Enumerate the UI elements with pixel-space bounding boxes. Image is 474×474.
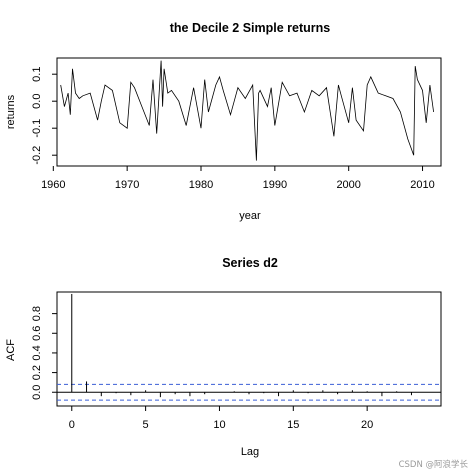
chart1-plot-frame — [56, 57, 442, 167]
watermark-text: CSDN @阿浪学长 — [398, 460, 468, 470]
chart1-x-tick-label: 1960 — [41, 179, 65, 191]
chart2-y-tick-label: 0.4 — [31, 345, 43, 360]
chart2-y-tick-label: 0.6 — [31, 326, 43, 341]
chart1-x-tick-label: 2010 — [410, 179, 434, 191]
chart2-title: Series d2 — [222, 256, 278, 270]
chart1-title: the Decile 2 Simple returns — [170, 21, 331, 35]
chart1-y-tick-label: 0.1 — [31, 67, 43, 82]
chart1-x-tick-label: 2000 — [336, 179, 360, 191]
chart2-x-label: Lag — [241, 446, 259, 458]
chart2-y-tick-label: 0.0 — [31, 385, 43, 400]
chart2-x-axis: 0 5 10 15 20 — [69, 406, 373, 431]
chart2-x-tick-label: 10 — [213, 419, 225, 431]
chart1-series — [60, 60, 434, 161]
chart1-x-tick-label: 1980 — [189, 179, 213, 191]
chart1-x-tick-label: 1990 — [263, 179, 287, 191]
chart1-x-label: year — [239, 210, 261, 222]
chart2-x-tick-label: 0 — [69, 419, 75, 431]
chart2-y-tick-label: 0.2 — [31, 365, 43, 380]
chart2-x-tick-label: 15 — [287, 419, 299, 431]
chart2-y-label: ACF — [5, 339, 17, 361]
chart2-plot-frame — [56, 291, 442, 407]
chart1-x-tick-label: 1970 — [115, 179, 139, 191]
chart1-y-tick-label: 0.0 — [31, 94, 43, 109]
chart1-series-line — [60, 60, 434, 161]
chart2-x-tick-label: 20 — [361, 419, 373, 431]
chart1-y-tick-label: -0.2 — [31, 146, 43, 165]
chart1-y-label: returns — [5, 94, 17, 129]
chart1-x-axis: 1960 1970 1980 1990 2000 2010 — [41, 166, 435, 191]
chart2-x-tick-label: 5 — [143, 419, 149, 431]
chart2-y-axis: 0.0 0.2 0.4 0.6 0.8 — [31, 306, 57, 400]
chart1-y-tick-label: -0.1 — [31, 119, 43, 138]
chart2-y-tick-label: 0.8 — [31, 306, 43, 321]
chart2-bars — [71, 293, 412, 398]
chart1-y-axis: -0.2 -0.1 0.0 0.1 — [31, 67, 57, 165]
